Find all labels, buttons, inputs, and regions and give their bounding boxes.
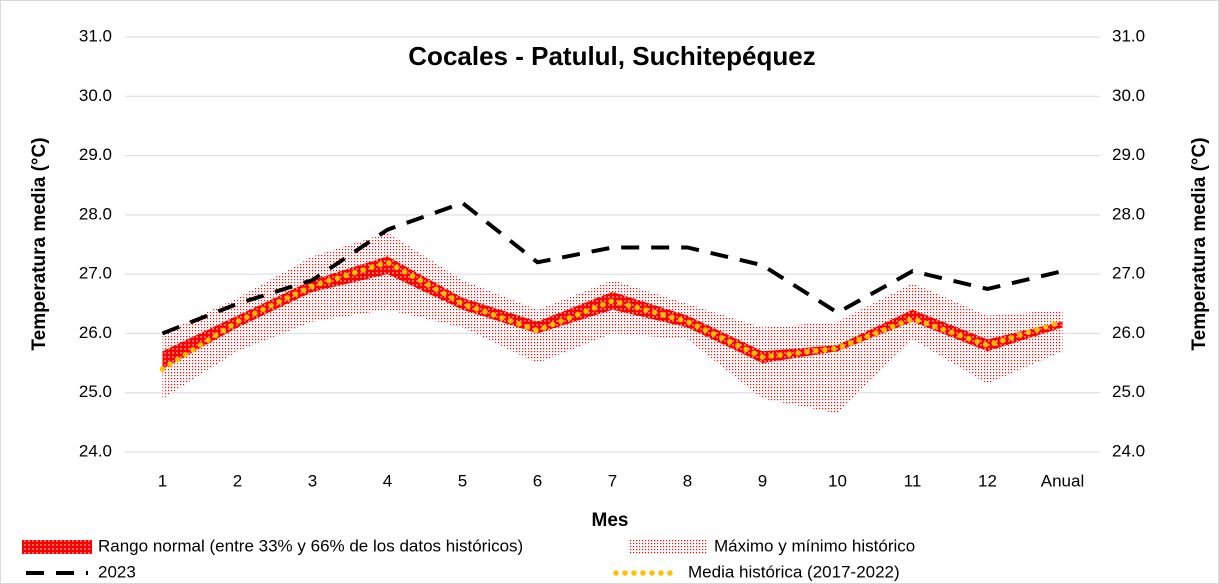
y-tick-label: 27.0 [79,264,112,283]
x-tick-label: 12 [978,471,997,490]
x-tick-label: 4 [383,471,392,490]
x-tick-label: 6 [533,471,542,490]
x-tick-label: 8 [683,471,692,490]
y-axis-title: Temperatura media (°C) [29,137,50,350]
y-tick-label: 30.0 [79,86,112,105]
legend-swatch [628,540,708,554]
x-axis-title: Mes [592,510,629,531]
legend-label: Máximo y mínimo histórico [714,536,915,555]
x-tick-label: 10 [828,471,847,490]
y2-tick-label: 31.0 [1112,26,1145,45]
legend-label: 2023 [98,562,136,581]
y-tick-label: 26.0 [79,323,112,342]
y2-tick-label: 29.0 [1112,145,1145,164]
line-series [159,259,1066,372]
x-tick-label: 9 [758,471,767,490]
y2-tick-label: 27.0 [1112,264,1145,283]
line-series [161,200,1063,336]
x-tick-label: Anual [1041,471,1084,490]
y-tick-label: 28.0 [79,204,112,223]
x-tick-label: 3 [308,471,317,490]
y2-tick-label: 26.0 [1112,323,1145,342]
y-tick-label: 25.0 [79,382,112,401]
y2-tick-label: 24.0 [1112,441,1145,460]
chart-title: Cocales - Patulul, Suchitepéquez [408,41,815,71]
y2-tick-label: 30.0 [1112,86,1145,105]
legend-label: Media histórica (2017-2022) [688,562,900,581]
y-tick-label: 24.0 [79,441,112,460]
legend-swatch [22,540,92,554]
y2-tick-label: 25.0 [1112,382,1145,401]
range-band [162,232,1063,414]
x-tick-label: 1 [158,471,167,490]
y2-axis-title: Temperatura media (°C) [1189,137,1210,350]
x-tick-label: 7 [608,471,617,490]
legend-label: Rango normal (entre 33% y 66% de los dat… [98,536,523,555]
x-tick-label: 11 [904,471,922,490]
x-tick-label: 5 [458,471,467,490]
y2-tick-label: 28.0 [1112,204,1145,223]
y-tick-label: 31.0 [79,26,112,45]
x-tick-label: 2 [233,471,242,490]
y-tick-label: 29.0 [79,145,112,164]
